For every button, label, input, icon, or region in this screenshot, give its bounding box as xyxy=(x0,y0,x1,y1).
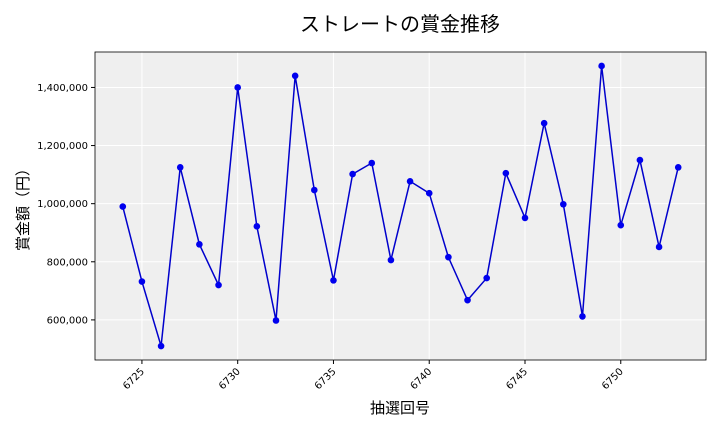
x-tick-label: 6730 xyxy=(217,366,243,392)
y-tick-label: 800,000 xyxy=(47,257,88,268)
data-point xyxy=(234,84,241,91)
data-point xyxy=(387,256,395,264)
data-point xyxy=(311,186,318,194)
data-point xyxy=(540,119,548,127)
x-tick-label: 6750 xyxy=(600,366,626,392)
data-point xyxy=(521,214,529,222)
grid-lines xyxy=(95,52,706,360)
data-point xyxy=(330,277,337,284)
y-axis-label: 賞金額（円） xyxy=(14,161,32,251)
data-point xyxy=(425,189,433,197)
data-point xyxy=(483,274,490,282)
x-tick-label: 6735 xyxy=(313,366,339,392)
data-point xyxy=(291,72,299,80)
series-line xyxy=(122,65,679,347)
y-tick-label: 1,200,000 xyxy=(37,141,88,152)
x-axis-ticks: 6725 6730 6735 6740 6745 6750 xyxy=(121,360,626,392)
data-point xyxy=(560,200,567,208)
plot-frame xyxy=(94,51,707,361)
y-tick-label: 1,000,000 xyxy=(37,199,88,210)
chart-title: ストレートの賞金推移 xyxy=(300,12,500,36)
data-point xyxy=(368,159,376,167)
y-tick-label: 600,000 xyxy=(47,315,88,326)
data-point xyxy=(617,221,625,229)
data-point xyxy=(579,313,586,320)
data-point xyxy=(215,281,222,289)
data-point xyxy=(119,203,127,210)
x-tick-label: 6725 xyxy=(121,366,147,392)
data-point xyxy=(674,164,682,171)
data-point xyxy=(157,342,165,350)
data-point xyxy=(636,156,644,164)
x-tick-label: 6740 xyxy=(409,366,435,392)
data-point xyxy=(655,243,663,251)
data-point xyxy=(272,317,280,324)
x-tick-label: 6745 xyxy=(504,366,530,392)
data-point xyxy=(196,241,203,248)
x-axis-label: 抽選回号 xyxy=(370,399,430,417)
data-point xyxy=(406,178,414,185)
data-point xyxy=(598,62,605,70)
y-axis-ticks: 600,000 800,000 1,000,000 1,200,000 1,400,00… xyxy=(37,83,95,326)
data-point xyxy=(138,278,146,285)
data-point xyxy=(445,253,452,261)
data-point xyxy=(349,170,356,178)
data-point xyxy=(502,169,510,177)
data-point xyxy=(464,296,471,304)
series-layer xyxy=(94,51,707,361)
plot-area xyxy=(95,52,706,360)
data-point xyxy=(253,223,261,230)
y-tick-label: 1,400,000 xyxy=(37,83,88,94)
data-point xyxy=(176,164,184,171)
